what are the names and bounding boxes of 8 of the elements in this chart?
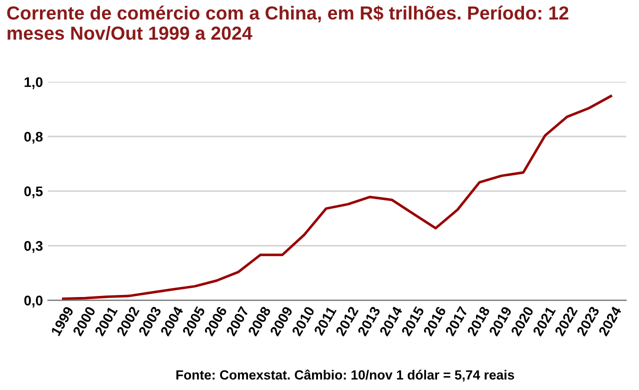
line-series [62, 94, 612, 300]
source-note: Fonte: Comexstat. Câmbio: 10/nov 1 dólar = 5,74 reais [176, 370, 514, 382]
chart-title: Corrente de comércio com a China, em R$ trilhões. Período: 12 meses Nov/Out 1999 a 2024 [7, 6, 568, 40]
y-tick-label: 1,0 [24, 77, 42, 90]
y-tick-label: 0,5 [24, 186, 43, 198]
y-tick-label: 0,0 [24, 296, 42, 308]
y-tick-label: 0,8 [24, 132, 43, 144]
y-tick-label: 0,3 [24, 241, 43, 253]
